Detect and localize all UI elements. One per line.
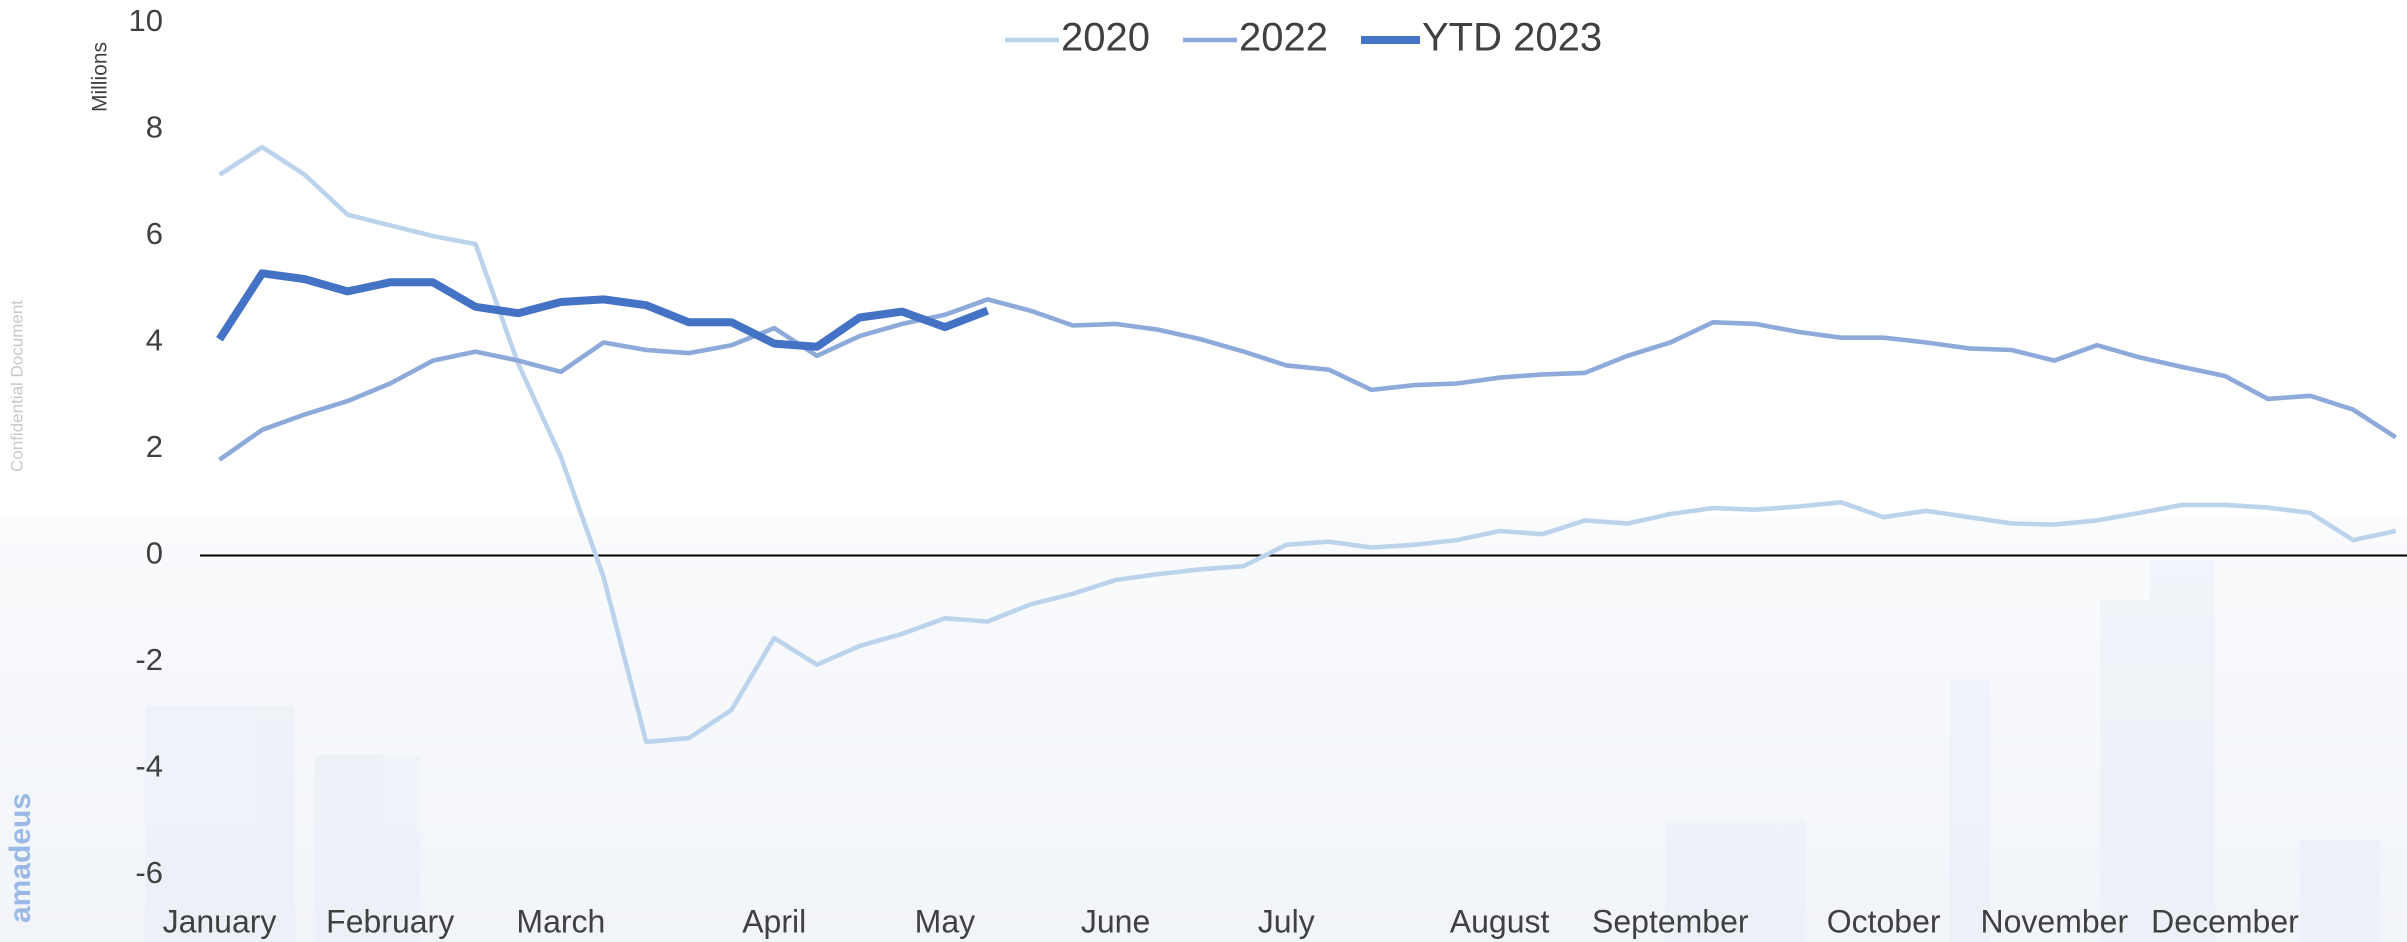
series-line bbox=[216, 269, 990, 351]
legend-label: 2022 bbox=[1239, 16, 1328, 60]
y-axis-title: Millions bbox=[89, 42, 112, 112]
y-tick-label: 8 bbox=[146, 110, 163, 145]
brand-logo: amadeus bbox=[4, 793, 37, 923]
x-tick-label: October bbox=[1827, 903, 1941, 939]
y-tick-label: -2 bbox=[135, 642, 163, 677]
x-tick-label: July bbox=[1258, 903, 1315, 939]
x-tick-label: September bbox=[1592, 903, 1749, 939]
x-tick-label: February bbox=[326, 903, 454, 939]
x-tick-label: November bbox=[1981, 903, 2129, 939]
y-tick-label: 4 bbox=[146, 323, 163, 358]
y-tick-label: -6 bbox=[135, 855, 163, 890]
x-tick-label: December bbox=[2151, 903, 2299, 939]
series-line bbox=[218, 297, 2397, 462]
skyline bbox=[145, 560, 2380, 942]
x-tick-label: June bbox=[1081, 903, 1150, 939]
y-tick-label: 2 bbox=[146, 429, 163, 464]
x-tick-label: May bbox=[915, 903, 975, 939]
y-tick-label: -4 bbox=[135, 749, 163, 784]
x-tick-label: January bbox=[163, 903, 277, 939]
legend-label: 2020 bbox=[1061, 16, 1150, 60]
y-tick-label: 6 bbox=[146, 216, 163, 251]
x-tick-label: March bbox=[516, 903, 605, 939]
x-tick-label: April bbox=[742, 903, 806, 939]
legend-label: YTD 2023 bbox=[1422, 16, 1602, 60]
series-line bbox=[218, 144, 2397, 745]
y-tick-label: 10 bbox=[129, 3, 163, 38]
y-tick-label: 0 bbox=[146, 536, 163, 571]
watermark: Confidential Document bbox=[7, 300, 26, 472]
background-image bbox=[0, 518, 2407, 942]
x-tick-label: August bbox=[1450, 903, 1550, 939]
